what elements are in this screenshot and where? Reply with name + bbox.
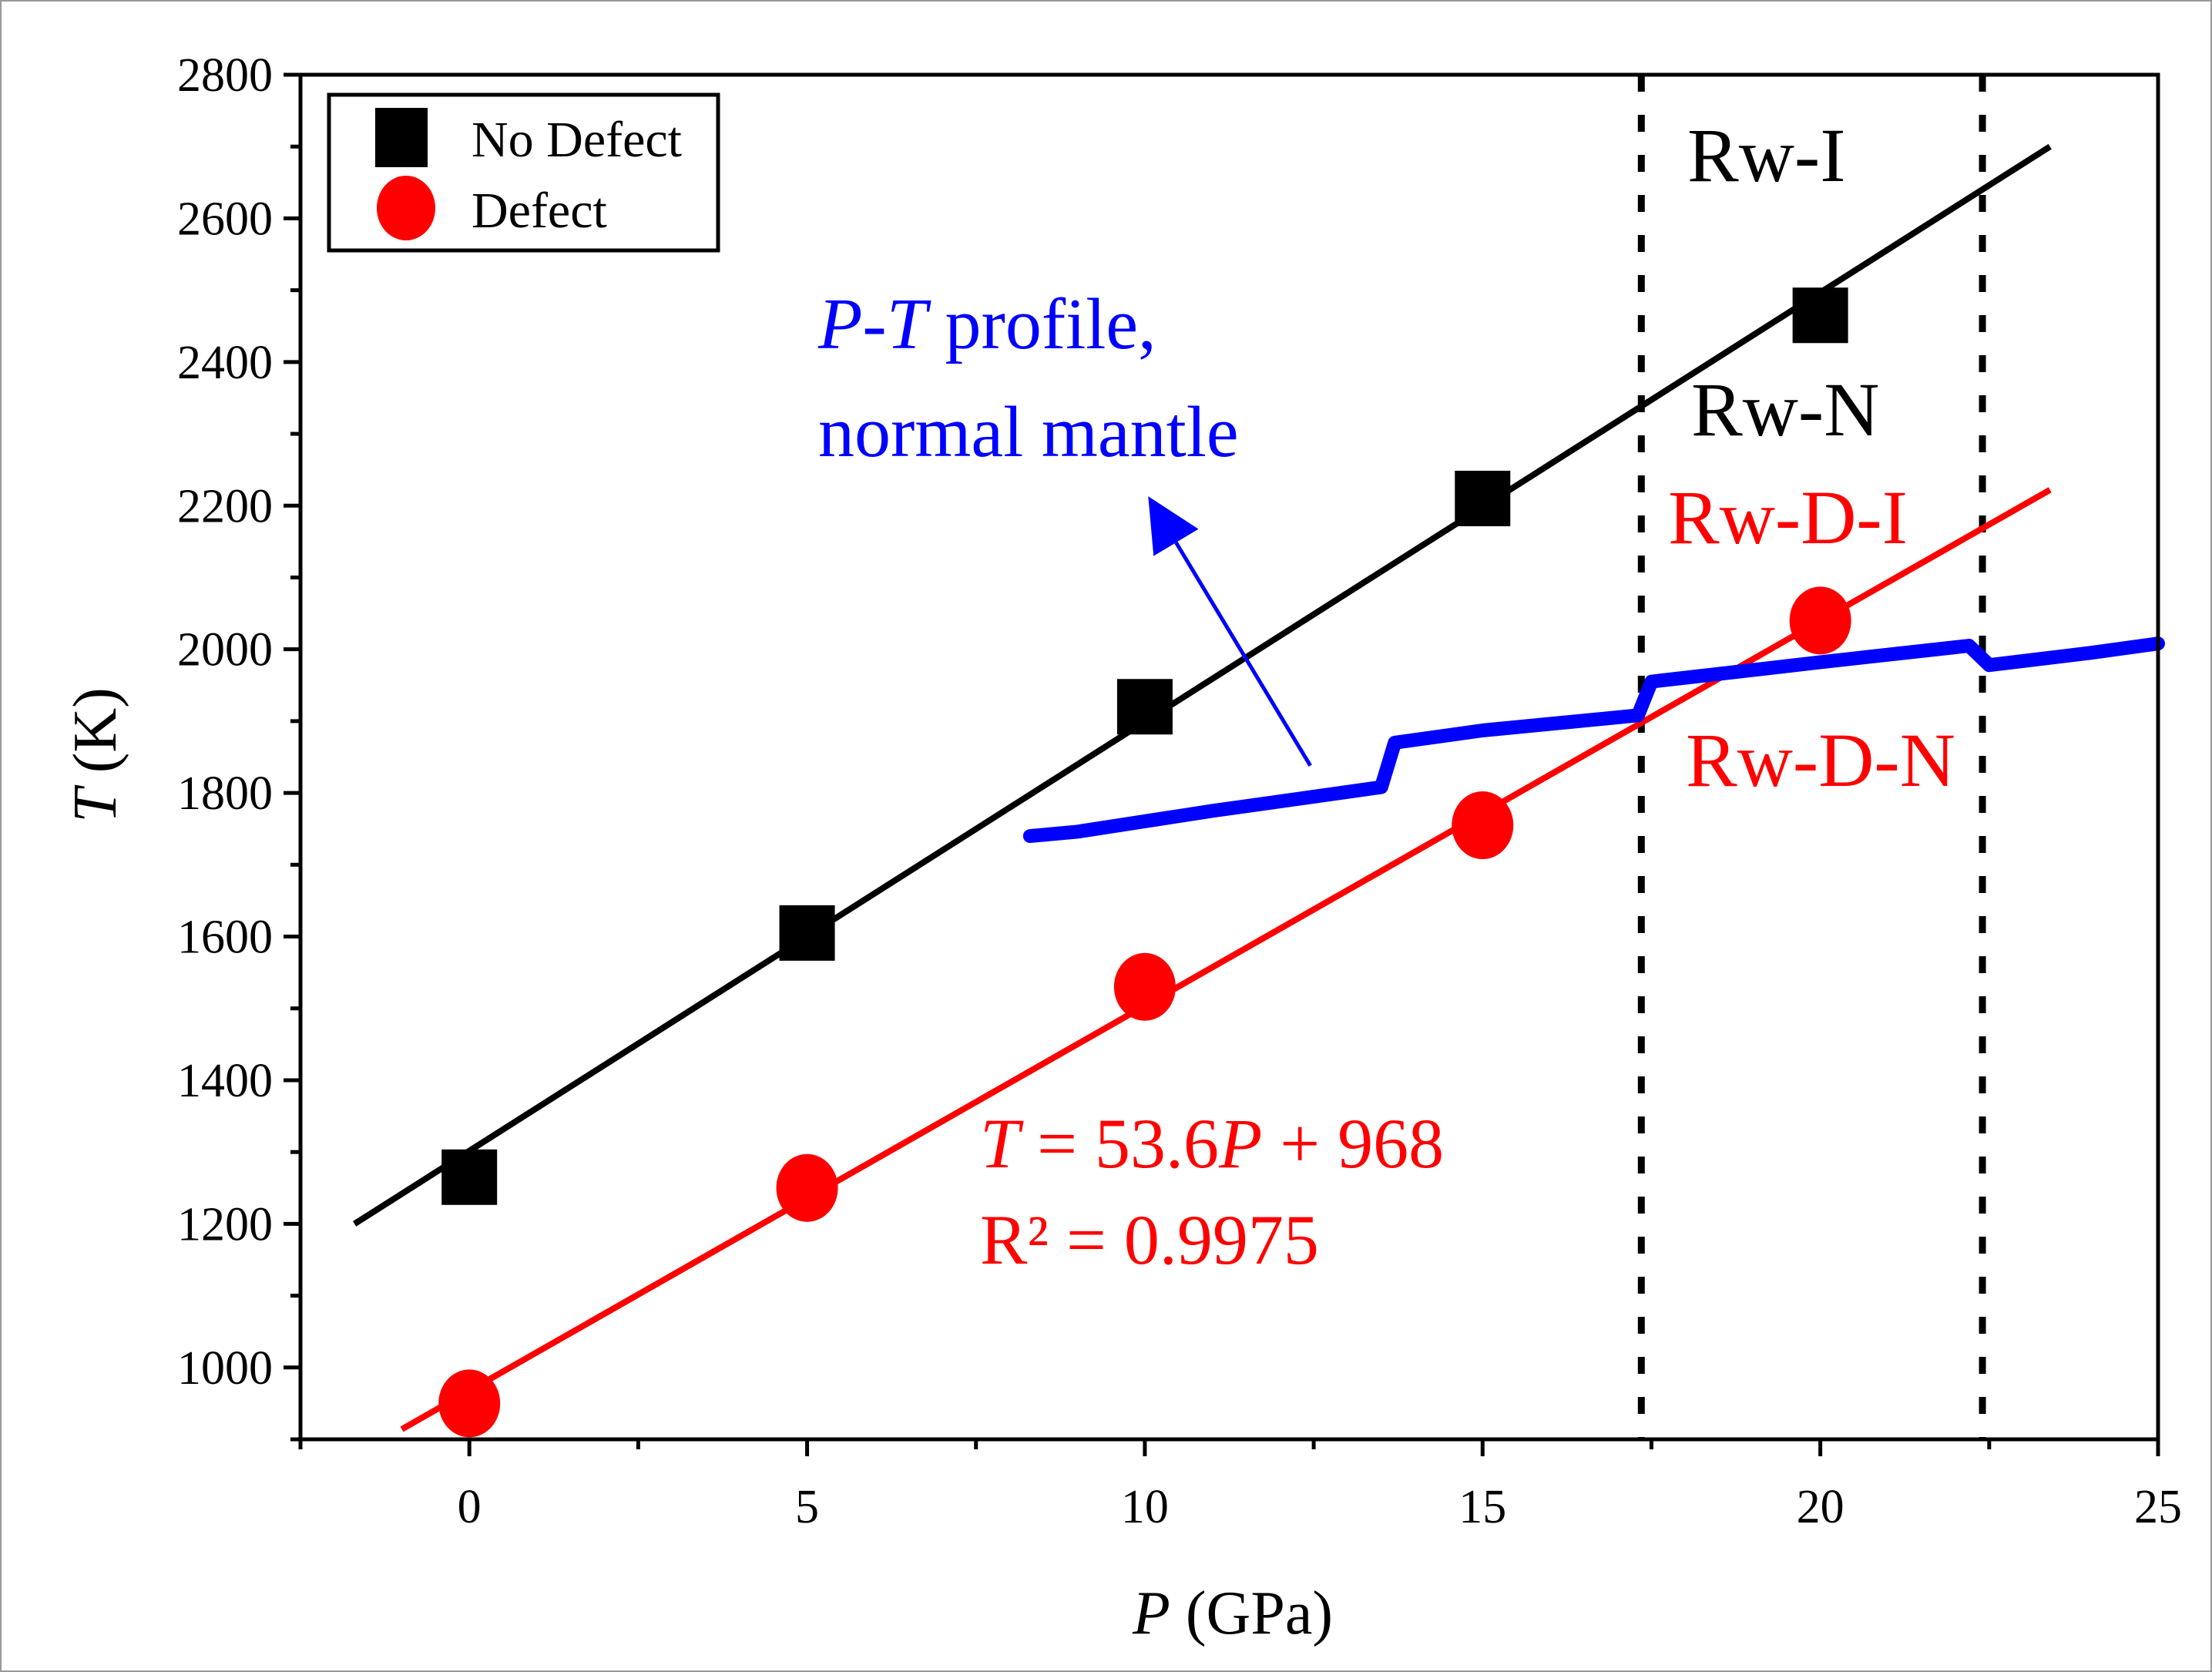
no-defect-point — [1116, 679, 1173, 735]
no-defect-fit-line — [352, 143, 2052, 1227]
arrow-head — [1148, 496, 1199, 556]
legend-label-defect: Defect — [472, 183, 607, 239]
fit-r-squared: R² = 0.9975 — [980, 1200, 1319, 1279]
label-rw-i: Rw-I — [1687, 112, 1846, 198]
y-tick-label: 1800 — [177, 767, 273, 820]
label-rw-n: Rw-N — [1691, 367, 1879, 452]
no-defect-point — [1455, 470, 1511, 526]
defect-point — [438, 1369, 501, 1438]
label-rw-d-i: Rw-D-I — [1668, 475, 1908, 560]
defect-point — [776, 1153, 838, 1222]
y-axis-label: T (K) — [62, 687, 129, 823]
no-defect-point — [779, 905, 835, 961]
pt-profile-line — [1022, 636, 2165, 844]
fit-equation: T = 53.6P + 968 — [980, 1104, 1444, 1183]
no-defect-point — [1792, 287, 1848, 344]
arrow-shaft — [1174, 541, 1312, 767]
label-rw-d-n: Rw-D-N — [1686, 717, 1955, 803]
y-tick-label: 2000 — [177, 624, 273, 677]
x-tick-label: 25 — [2134, 1481, 2182, 1533]
y-tick-label: 1600 — [177, 912, 273, 964]
x-axis-label: P (GPa) — [1132, 1580, 1333, 1647]
legend: No Defect Defect — [327, 92, 720, 253]
x-tick-label: 20 — [1797, 1481, 1844, 1533]
defect-point — [1113, 952, 1176, 1021]
x-tick-label: 15 — [1458, 1481, 1506, 1533]
plot-frame — [298, 72, 2160, 1442]
y-tick-label: 2600 — [177, 193, 273, 245]
legend-marker-circle — [377, 176, 435, 240]
defect-fit-line — [400, 487, 2052, 1432]
defect-point — [1452, 791, 1514, 860]
x-tick-label: 0 — [458, 1481, 482, 1533]
legend-label-no-defect: No Defect — [472, 112, 682, 168]
x-tick-label: 10 — [1121, 1481, 1169, 1533]
y-tick-label: 1000 — [177, 1342, 273, 1395]
y-tick-label: 2200 — [177, 480, 273, 532]
y-tick-label: 2400 — [177, 337, 273, 389]
profile-annotation: P-T profile, — [817, 284, 1156, 364]
x-tick-label: 5 — [795, 1481, 819, 1533]
defect-point — [1789, 586, 1851, 655]
y-tick-label: 1400 — [177, 1055, 273, 1107]
legend-marker-square — [375, 108, 428, 167]
profile-annotation-line2: normal mantle — [818, 392, 1239, 472]
y-tick-label: 2800 — [177, 49, 273, 102]
no-defect-point — [441, 1149, 498, 1205]
y-tick-label: 1200 — [177, 1198, 273, 1251]
